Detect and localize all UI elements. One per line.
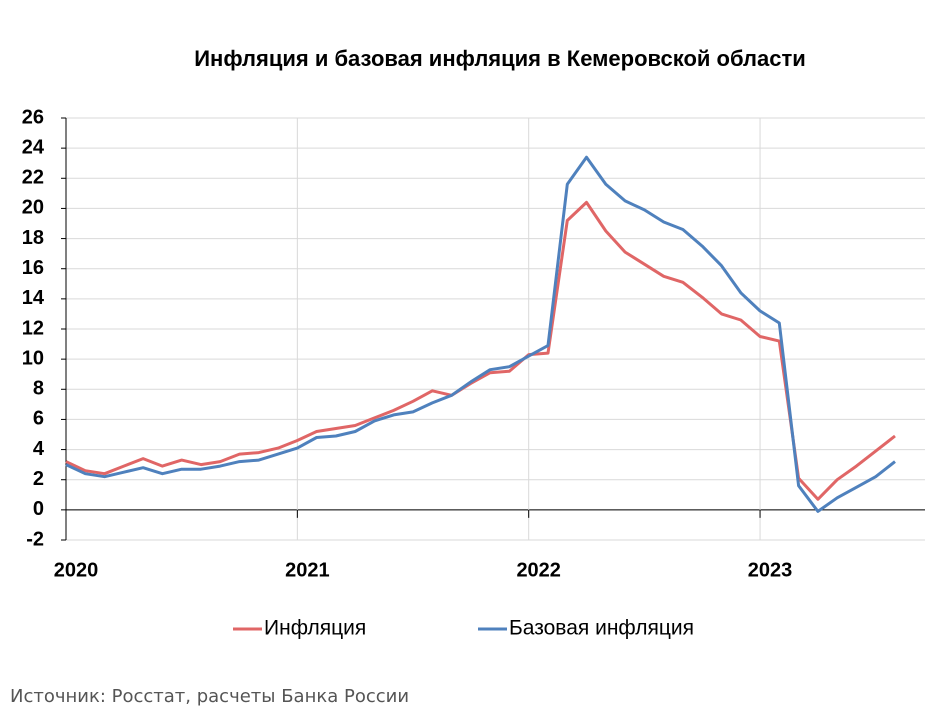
- y-tick-label: 12: [22, 317, 44, 339]
- y-tick-label: 10: [22, 347, 44, 369]
- y-tick-label: 24: [22, 136, 45, 158]
- y-tick-label: 8: [33, 378, 44, 400]
- y-tick-label: 2: [33, 468, 44, 490]
- x-tick-label: 2021: [285, 559, 330, 581]
- y-tick-label: 0: [33, 498, 44, 520]
- y-tick-label: -2: [26, 528, 44, 550]
- line-series: [65, 155, 896, 513]
- y-tick-label: 6: [33, 408, 44, 430]
- y-tick-label: 16: [22, 257, 44, 279]
- x-tick-label: 2020: [54, 559, 99, 581]
- source-note: Источник: Росстат, расчеты Банка России: [10, 686, 409, 707]
- y-tick-label: 18: [22, 227, 44, 249]
- x-tick-label: 2023: [748, 559, 793, 581]
- chart-title: Инфляция и базовая инфляция в Кемеровско…: [194, 46, 806, 71]
- legend-label: Инфляция: [264, 617, 366, 640]
- y-tick-label: 14: [22, 287, 45, 309]
- y-tick-label: 26: [22, 106, 44, 128]
- y-tick-label: 20: [22, 197, 44, 219]
- x-tick-label: 2022: [516, 559, 561, 581]
- line-series: [65, 200, 896, 501]
- y-tick-label: 22: [22, 167, 44, 189]
- y-tick-label: 4: [33, 438, 45, 460]
- legend-label: Базовая инфляция: [509, 617, 694, 640]
